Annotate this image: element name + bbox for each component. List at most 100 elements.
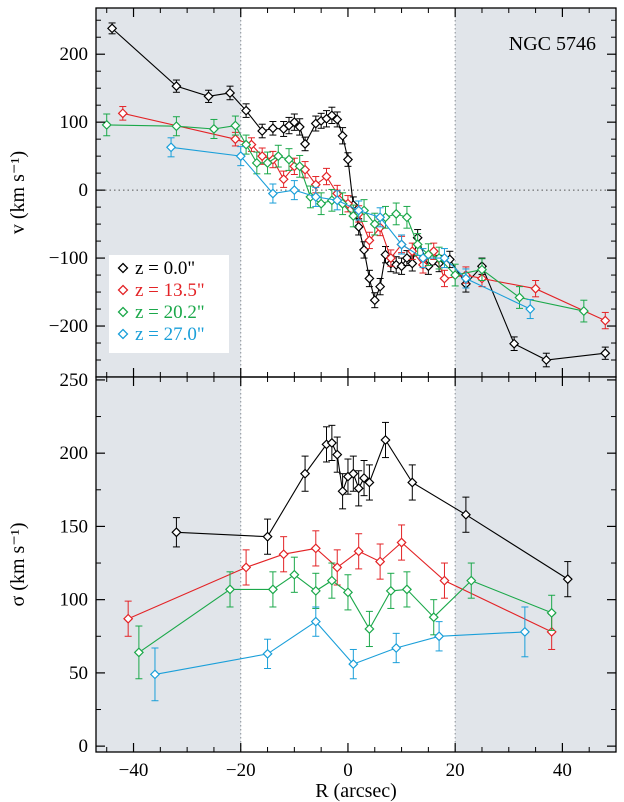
data-point <box>166 142 177 153</box>
data-point <box>417 253 429 264</box>
data-point <box>241 562 252 573</box>
y-tick-label: 200 <box>60 44 89 65</box>
data-point <box>562 574 573 585</box>
data-point <box>117 108 128 119</box>
data-point <box>326 575 337 586</box>
series-line <box>127 541 552 633</box>
data-point <box>364 477 375 488</box>
data-point <box>348 468 359 479</box>
data-point <box>509 338 520 349</box>
shaded-region <box>455 8 616 377</box>
shaded-region <box>455 377 616 752</box>
data-point <box>241 105 252 116</box>
data-point <box>530 283 541 294</box>
legend-box <box>109 255 229 353</box>
y-tick-label: 100 <box>60 590 89 611</box>
data-point <box>353 205 364 216</box>
data-point <box>310 585 321 596</box>
data-point <box>224 584 236 595</box>
legend-entry: z = 20.2" <box>135 302 205 323</box>
legend-marker <box>117 284 129 296</box>
data-point <box>396 261 407 272</box>
data-point <box>171 527 182 538</box>
data-point <box>278 549 289 560</box>
data-point <box>310 191 321 202</box>
data-point <box>353 221 364 232</box>
data-point <box>310 616 321 627</box>
data-point <box>326 437 337 448</box>
y-axis-title: σ (km s⁻¹) <box>7 523 29 607</box>
data-point <box>257 125 268 137</box>
data-point <box>385 585 396 596</box>
data-point <box>396 239 407 250</box>
series-2 <box>133 556 557 680</box>
y-tick-label: 150 <box>60 516 89 537</box>
data-point <box>401 584 412 595</box>
legend: z = 0.0"z = 13.5"z = 20.2"z = 27.0" <box>109 255 229 353</box>
x-tick-label: −40 <box>119 760 149 781</box>
data-point <box>101 119 112 130</box>
data-point <box>375 556 386 567</box>
data-point <box>407 258 418 269</box>
panel-top: −200 −100 0 100 200 v (km s⁻¹) NGC 5746 z = 0.0… <box>7 7 617 378</box>
plot-frame <box>95 376 617 753</box>
y-tick-label: 0 <box>79 180 89 201</box>
data-point <box>342 587 354 598</box>
data-point <box>460 509 471 520</box>
data-point <box>149 669 161 680</box>
data-point <box>273 151 284 162</box>
data-point <box>224 87 236 98</box>
data-point <box>278 174 289 185</box>
data-point <box>428 246 439 257</box>
x-tick-label: 0 <box>343 760 353 781</box>
data-point <box>283 154 295 165</box>
y-tick-label: 100 <box>60 112 89 133</box>
data-point <box>300 468 311 479</box>
data-point <box>476 264 488 275</box>
y-tick-label: −100 <box>49 248 88 269</box>
data-point <box>375 212 386 223</box>
data-point <box>257 151 268 162</box>
data-point <box>332 195 343 206</box>
series-1 <box>123 524 557 650</box>
data-point <box>391 642 402 654</box>
data-point <box>262 531 273 542</box>
data-point <box>364 235 375 246</box>
data-point <box>385 253 396 264</box>
data-point <box>123 613 134 624</box>
legend-entry: z = 0.0" <box>135 258 195 279</box>
legend-entry: z = 27.0" <box>135 324 205 345</box>
data-point <box>235 151 246 162</box>
data-point <box>396 537 407 548</box>
data-point <box>364 623 375 635</box>
data-point <box>600 315 611 326</box>
data-point <box>289 569 300 580</box>
data-point <box>519 626 530 637</box>
chart-annotation: NGC 5746 <box>509 33 596 55</box>
y-tick-label: −200 <box>49 316 88 337</box>
series-2 <box>101 113 589 323</box>
data-point <box>348 210 359 221</box>
x-axis-title: R (arcsec) <box>315 780 397 802</box>
data-point <box>412 239 423 250</box>
data-point <box>316 198 327 209</box>
data-point <box>203 91 214 102</box>
y-tick-label: 50 <box>69 663 88 684</box>
series-3 <box>149 606 530 702</box>
data-point <box>267 123 278 134</box>
data-point <box>364 273 375 284</box>
legend-entry: z = 13.5" <box>135 280 205 301</box>
data-point <box>407 477 418 488</box>
data-point <box>171 81 182 92</box>
data-point <box>428 612 439 623</box>
data-point <box>251 157 262 168</box>
y-tick-label: 200 <box>60 443 89 464</box>
data-point <box>230 134 241 145</box>
x-tick-label: −20 <box>226 760 256 781</box>
data-point <box>332 449 343 460</box>
data-point <box>171 121 182 132</box>
data-point <box>337 486 348 497</box>
shaded-region <box>96 377 241 752</box>
data-point <box>241 139 252 150</box>
